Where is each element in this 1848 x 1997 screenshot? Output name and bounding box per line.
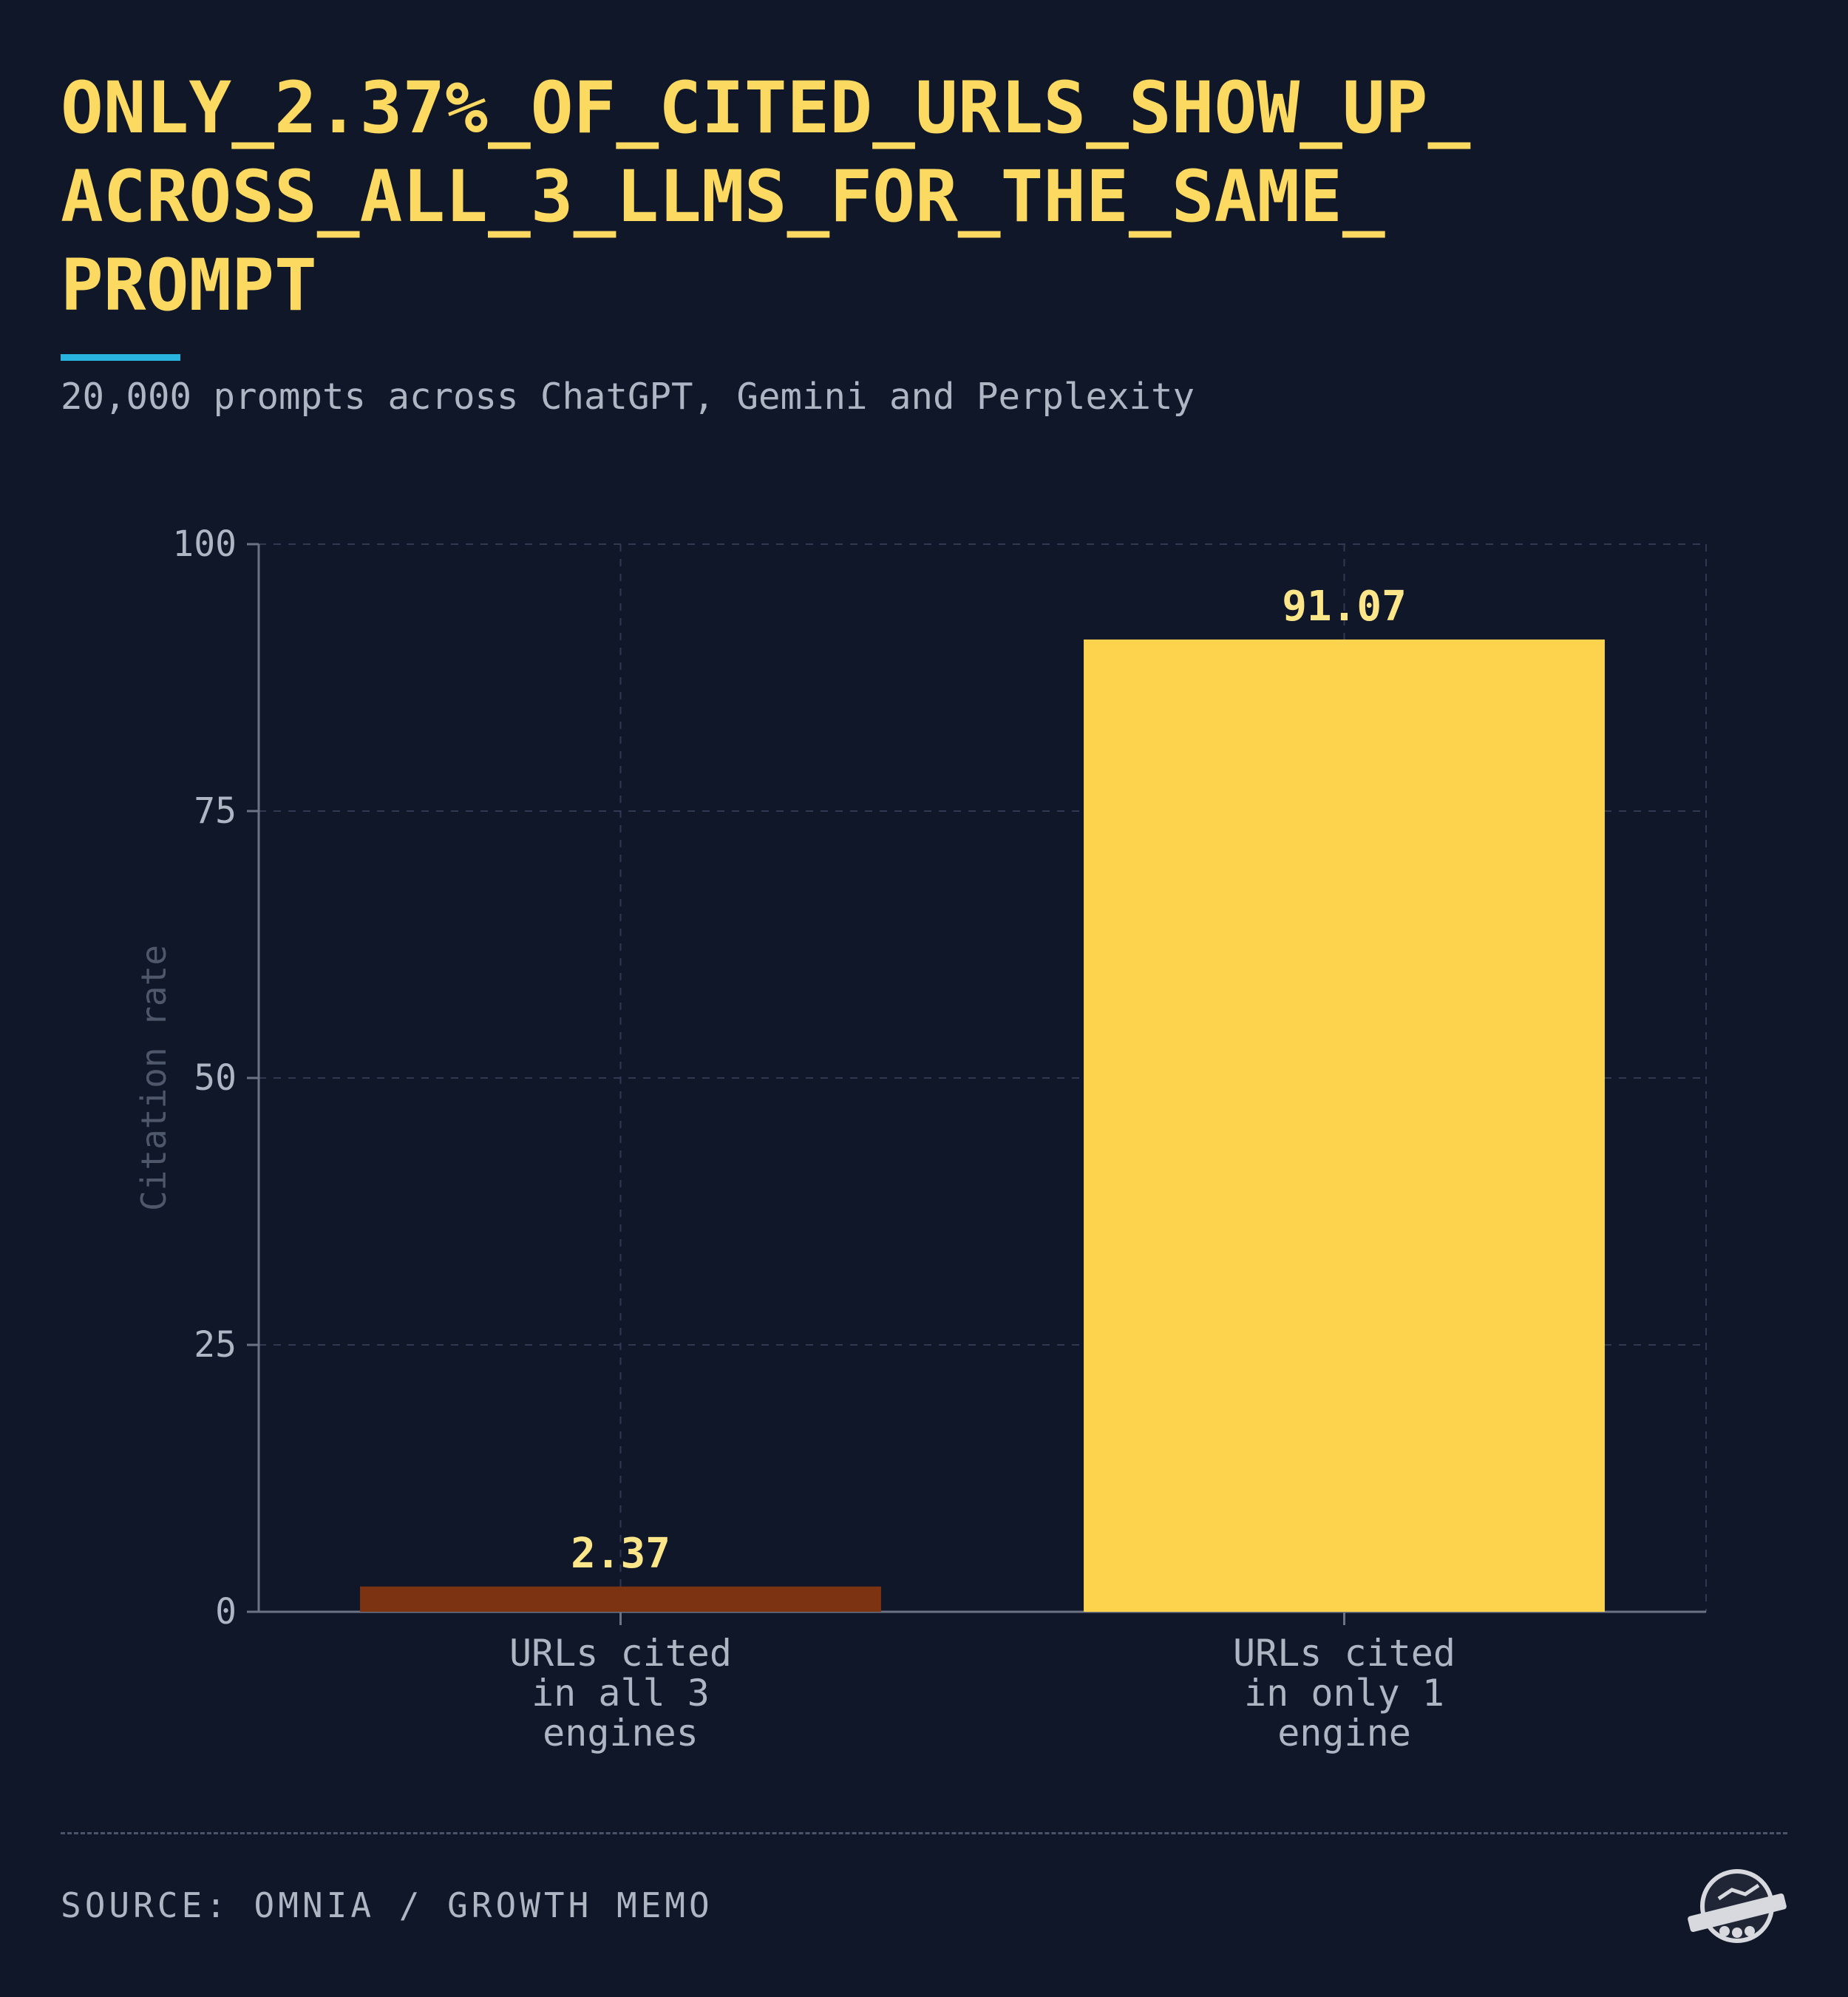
bar-value-label-0: 2.37 [571, 1530, 670, 1578]
source-credit: SOURCE: OMNIA / GROWTH MEMO [61, 1885, 713, 1925]
chart-title-line-3: PROMPT [61, 244, 317, 327]
y-axis-title: Citation rate [134, 945, 174, 1211]
growth-memo-logo-icon [1688, 1869, 1787, 1943]
title-accent-rule [61, 354, 180, 361]
x-category-label-1-line-2: engine [1277, 1712, 1411, 1754]
x-category-label-1-line-0: URLs cited [1233, 1632, 1455, 1675]
chart-title: ONLY_2.37%_OF_CITED_URLS_SHOW_UP_ ACROSS… [61, 64, 1761, 330]
x-category-label-0-line-2: engines [543, 1712, 699, 1754]
footer-divider [61, 1832, 1787, 1834]
y-tick-label-2: 50 [194, 1057, 237, 1099]
chart-subtitle: 20,000 prompts across ChatGPT, Gemini an… [61, 376, 1195, 418]
y-tick-label-1: 25 [194, 1324, 237, 1366]
y-tick-label-0: 0 [215, 1591, 237, 1632]
chart-title-line-2: ACROSS_ALL_3_LLMS_FOR_THE_SAME_ [61, 155, 1385, 238]
x-category-label-0-line-0: URLs cited [509, 1632, 732, 1675]
y-tick-label-4: 100 [172, 523, 237, 565]
chart-title-line-1: ONLY_2.37%_OF_CITED_URLS_SHOW_UP_ [61, 67, 1471, 149]
y-tick-label-3: 75 [194, 790, 237, 832]
bar-value-label-1: 91.07 [1282, 583, 1407, 631]
bar-0 [360, 1586, 881, 1612]
bar-1 [1084, 639, 1605, 1612]
x-category-label-1-line-1: in only 1 [1244, 1672, 1444, 1715]
x-category-label-0-line-1: in all 3 [531, 1672, 710, 1715]
